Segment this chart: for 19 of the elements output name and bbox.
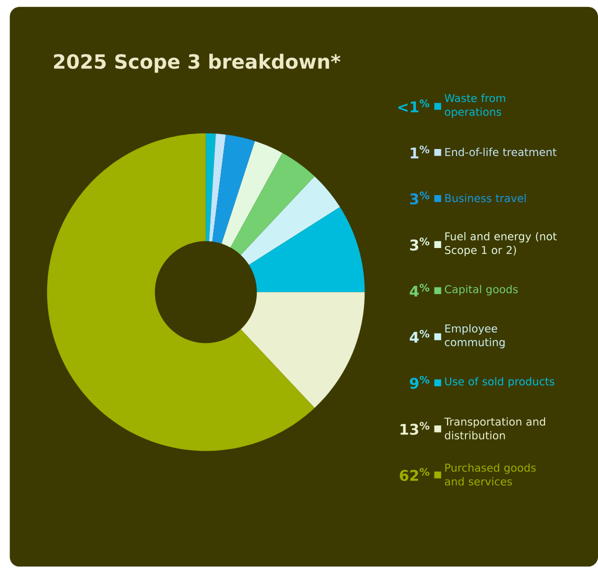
data-label: 62$^{%}$ [400,468,430,482]
legend-label: Purchased goods and services [444,464,536,486]
data-label: 4$^{%}$ [410,330,430,343]
legend-label: Employee commuting [444,324,505,349]
legend-label: Capital goods [444,285,518,296]
legend-label: End-of-life treatment [445,148,556,156]
data-label: 9$^{%}$ [410,376,430,390]
data-label: 1$^{%}$ [410,146,430,159]
data-label: 4$^{%}$ [410,284,430,297]
data-label: 3$^{%}$ [410,192,430,205]
legend-label: Waste from operations [444,94,506,118]
legend-label: Use of sold products [445,377,554,388]
data-label: 13$^{%}$ [400,422,430,436]
legend-label: Business travel [445,194,526,202]
legend-label: Transportation and distribution [444,418,546,440]
legend-label: Fuel and energy (not Scope 1 or 2) [444,232,557,256]
chart-title: 2025 Scope 3 breakdown* [54,54,340,73]
data-label: <1$^{%}$ [398,100,430,112]
data-label: 3$^{%}$ [410,238,430,251]
